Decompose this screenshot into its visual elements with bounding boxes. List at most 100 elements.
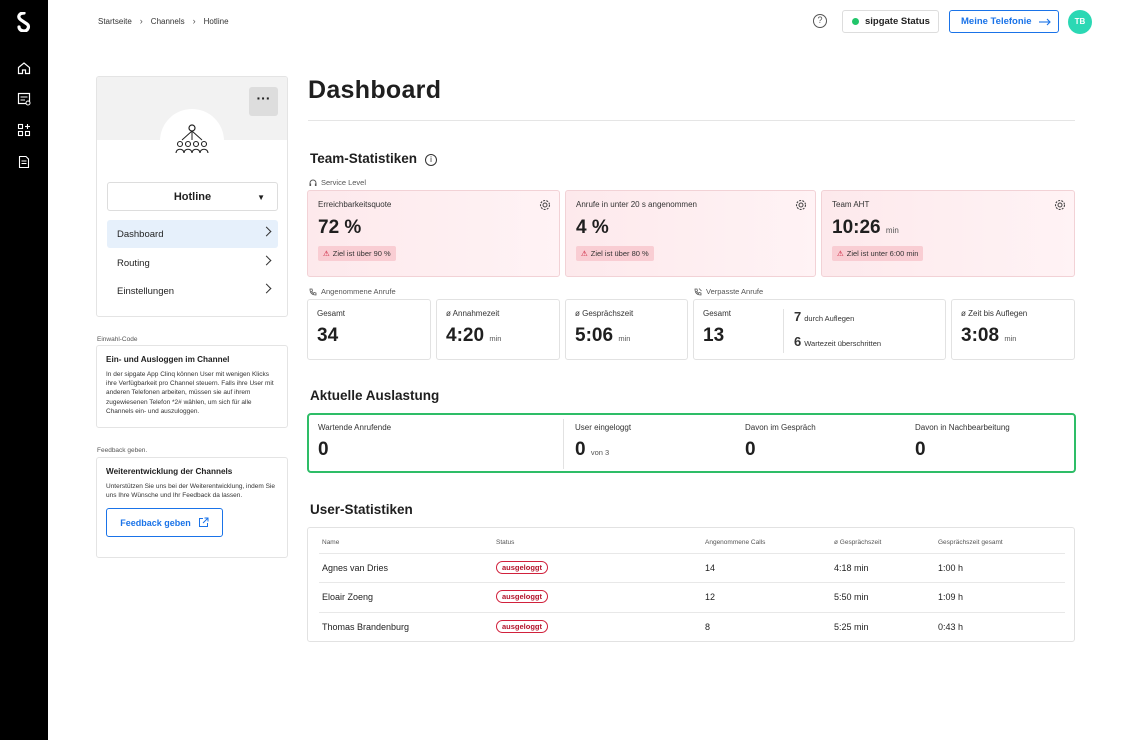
stat-card-zeit-bis-auflegen: ø Zeit bis Auflegen 3:08 min [951, 299, 1075, 360]
arrow-right-icon [1038, 18, 1051, 25]
column-header[interactable]: Angenommene Calls [705, 539, 766, 546]
menu-item-label: Dashboard [117, 228, 164, 240]
stat-card-gespraechszeit: ø Gesprächszeit 5:06 min [565, 299, 688, 360]
kpi-card-erreichbarkeit: Erreichbarkeitsquote 72 % ⚠ Ziel ist über… [307, 190, 560, 277]
missed-timeout-label: Wartezeit überschritten [804, 339, 882, 348]
status-badge: ausgeloggt [496, 590, 549, 603]
meine-telefonie-button[interactable]: Meine Telefonie [949, 10, 1059, 33]
kpi-value: 4 % [576, 217, 805, 239]
telefonie-label: Meine Telefonie [961, 16, 1032, 27]
channel-avatar [160, 109, 224, 173]
warning-icon: ⚠ [323, 249, 330, 258]
stat-label: ø Zeit bis Auflegen [961, 309, 1028, 318]
live-cell-wrapup: Davon in Nachbearbeitung 0 [915, 423, 1010, 461]
channel-menu-dashboard[interactable]: Dashboard [107, 220, 278, 248]
live-cell-logged-in: User eingeloggt 0 von 3 [575, 423, 631, 461]
stat-value: 13 [703, 325, 725, 346]
info-icon[interactable]: i [425, 154, 438, 166]
divider [319, 553, 1065, 554]
gear-icon[interactable] [539, 199, 551, 211]
accepted-calls-label: Angenommene Anrufe [309, 287, 396, 296]
kpi-warning-text: Ziel ist über 80 % [590, 249, 649, 258]
einwahl-title: Ein- und Ausloggen im Channel [106, 355, 230, 364]
user-name: Thomas Brandenburg [322, 622, 410, 632]
user-name: Agnes van Dries [322, 563, 389, 573]
feedback-title: Weiterentwicklung der Channels [106, 467, 233, 476]
avg-talk-time: 5:50 min [834, 592, 869, 602]
gear-icon[interactable] [795, 199, 807, 211]
column-header[interactable]: Gesprächszeit gesamt [938, 539, 1003, 546]
stat-value: 3:08 min [961, 325, 1065, 347]
accepted-calls: 12 [705, 592, 716, 602]
stat-unit: min [1004, 334, 1017, 343]
column-header[interactable]: Name [322, 539, 340, 546]
live-value: 0 [318, 439, 329, 460]
feedback-label: Feedback geben. [97, 447, 148, 454]
einwahl-card: Ein- und Ausloggen im Channel In der sip… [96, 345, 288, 428]
kpi-card-anrufe-20s: Anrufe in unter 20 s angenommen 4 % ⚠ Zie… [565, 190, 816, 277]
chevron-right-icon [261, 226, 272, 237]
service-level-label: Service Level [309, 178, 366, 187]
live-label: Davon in Nachbearbeitung [915, 423, 1010, 432]
feedback-button-label: Feedback geben [120, 517, 191, 528]
avatar[interactable]: TB [1068, 10, 1092, 34]
live-unit: von 3 [590, 448, 610, 457]
channel-select[interactable]: Hotline ▼ [107, 182, 278, 211]
home-icon[interactable] [17, 61, 31, 75]
missed-hangup: 7 durch Auflegen [794, 309, 854, 324]
kpi-unit: min [885, 226, 899, 235]
phone-incoming-icon [309, 288, 317, 295]
chevron-right-icon [261, 255, 272, 266]
document-icon[interactable] [17, 155, 31, 169]
caret-down-icon: ▼ [257, 193, 265, 202]
column-header[interactable]: ø Gesprächszeit [834, 539, 882, 546]
team-stats-title-text: Team-Statistiken [310, 151, 418, 166]
help-icon[interactable]: ? [813, 14, 827, 28]
user-stats-table: Name Status Angenommene Calls ø Gespräch… [307, 527, 1075, 642]
avg-talk-time: 5:25 min [834, 622, 869, 632]
channel-name: Hotline [173, 190, 212, 203]
missed-hangup-label: durch Auflegen [804, 314, 855, 323]
live-cell-in-call: Davon im Gespräch 0 [745, 423, 816, 461]
accepted-calls-text: Angenommene Anrufe [321, 287, 396, 296]
gear-icon[interactable] [1054, 199, 1066, 211]
total-talk-time: 1:00 h [938, 563, 964, 573]
feedback-button[interactable]: Feedback geben [106, 508, 223, 538]
kpi-warning-text: Ziel ist unter 6:00 min [846, 249, 919, 258]
live-label: Wartende Anrufende [318, 423, 392, 432]
page-title: Dashboard [308, 76, 442, 104]
status-badge: ausgeloggt [496, 561, 549, 574]
kpi-value: 72 % [318, 217, 549, 239]
feedback-card: Weiterentwicklung der Channels Unterstüt… [96, 457, 288, 558]
stat-card-missed: Gesamt 13 7 durch Auflegen 6 Wartezeit übe… [693, 299, 946, 360]
call-list-icon[interactable] [17, 92, 31, 106]
stat-unit: min [618, 334, 631, 343]
missed-calls-text: Verpasste Anrufe [706, 287, 764, 296]
stat-value: 4:20 min [446, 325, 550, 347]
more-options-icon[interactable]: ··· [249, 87, 278, 116]
accepted-calls: 14 [705, 563, 716, 573]
stat-label: Gesamt [317, 309, 346, 318]
team-stats-title: Team-Statistiken i [310, 151, 438, 166]
sipgate-logo-icon[interactable] [16, 12, 32, 32]
feedback-text: Unterstützen Sie uns bei der Weiterentwi… [106, 483, 275, 500]
service-level-text: Service Level [321, 178, 367, 187]
kpi-label: Team AHT [832, 200, 870, 209]
phone-missed-icon [694, 287, 702, 295]
breadcrumb-startseite[interactable]: Startseite [98, 16, 132, 26]
channel-menu-einstellungen[interactable]: Einstellungen [107, 277, 278, 305]
breadcrumb-channels[interactable]: Channels [150, 16, 185, 26]
channel-menu-routing[interactable]: Routing [107, 249, 278, 277]
sipgate-status-button[interactable]: sipgate Status [842, 10, 939, 33]
kpi-warning-text: Ziel ist über 90 % [332, 249, 391, 258]
einwahl-label: Einwahl-Code [97, 336, 138, 343]
live-load-card: Wartende Anrufende 0 User eingeloggt 0 v… [307, 413, 1076, 473]
avg-talk-time: 4:18 min [834, 563, 869, 573]
apps-grid-icon[interactable] [17, 123, 31, 137]
column-header[interactable]: Status [496, 539, 515, 546]
chevron-right-icon: › [139, 16, 143, 26]
kpi-value: 10:26 min [832, 217, 1064, 239]
menu-item-label: Einstellungen [117, 285, 175, 297]
warning-icon: ⚠ [581, 249, 588, 258]
status-dot-icon [852, 18, 859, 25]
